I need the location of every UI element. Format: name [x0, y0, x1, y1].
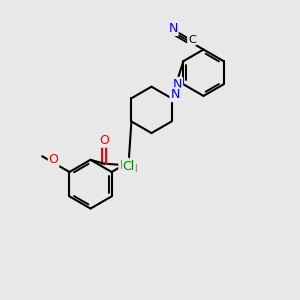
Text: H: H — [130, 164, 137, 174]
Text: O: O — [49, 153, 58, 166]
Text: N: N — [173, 78, 182, 91]
Text: N: N — [119, 159, 129, 172]
Text: Cl: Cl — [123, 160, 135, 173]
Text: N: N — [170, 88, 180, 101]
Text: N: N — [168, 22, 178, 35]
Text: O: O — [99, 134, 109, 147]
Text: C: C — [188, 35, 196, 45]
